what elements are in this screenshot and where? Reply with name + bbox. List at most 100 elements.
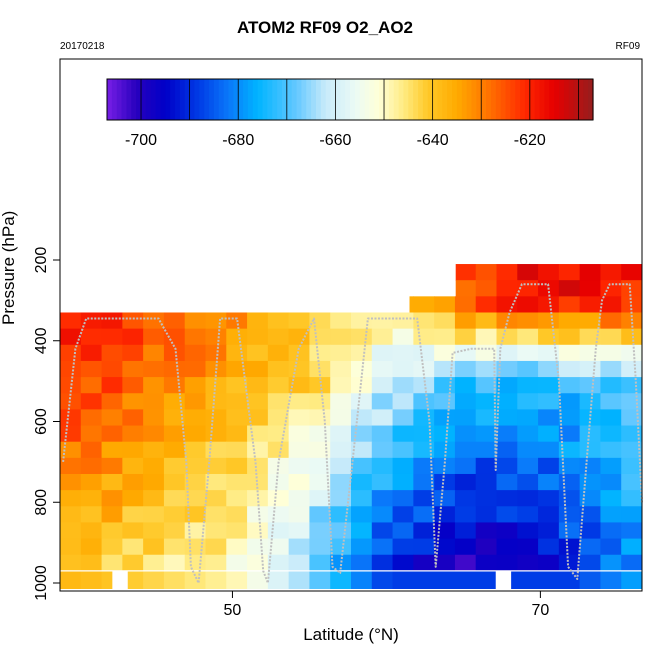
heatmap-cell <box>517 506 539 523</box>
heatmap-cell <box>143 538 165 556</box>
heatmap-cell <box>579 457 601 475</box>
heatmap-cell <box>101 554 123 572</box>
heatmap-cell <box>538 506 560 523</box>
surface-cell <box>413 570 435 589</box>
heatmap-cell <box>288 425 310 443</box>
heatmap-cell <box>517 312 539 330</box>
heatmap-cell <box>351 441 373 459</box>
heatmap-cell <box>558 473 581 491</box>
heatmap-cell <box>330 409 352 427</box>
heatmap-cell <box>538 522 560 540</box>
heatmap-cell <box>371 409 394 427</box>
heatmap-cell <box>558 312 581 330</box>
heatmap-cell <box>101 522 123 540</box>
heatmap-cell <box>475 393 497 410</box>
heatmap-cell <box>80 344 103 362</box>
heatmap-cell <box>247 393 269 410</box>
heatmap-cell <box>558 377 581 394</box>
heatmap-cell <box>184 506 206 523</box>
heatmap-cell <box>122 554 144 572</box>
heatmap-cell <box>184 554 206 572</box>
heatmap-cell <box>351 538 373 556</box>
heatmap-cell <box>247 328 269 346</box>
heatmap-cell <box>392 312 414 330</box>
surface-gap <box>112 570 128 589</box>
heatmap-cell <box>122 377 144 394</box>
heatmap-cell <box>330 328 352 346</box>
y-tick-label: 1000 <box>33 565 50 601</box>
heatmap-cell <box>579 312 601 330</box>
heatmap-cell <box>475 344 497 362</box>
colorbar-swatch <box>315 79 322 120</box>
heatmap-cell <box>60 328 82 346</box>
heatmap-cell <box>101 506 123 523</box>
colorbar-swatch <box>588 79 594 120</box>
y-tick-label: 800 <box>33 489 50 516</box>
heatmap-cell <box>143 522 165 540</box>
heatmap-cell <box>60 344 82 362</box>
heatmap-cell <box>392 473 414 491</box>
heatmap-cell <box>247 506 269 523</box>
heatmap-cell <box>413 473 435 491</box>
heatmap-cell <box>475 473 497 491</box>
heatmap-cell <box>454 490 477 507</box>
heatmap-cell <box>538 393 560 410</box>
surface-cell <box>60 570 82 589</box>
heatmap-cell <box>475 522 497 540</box>
heatmap-cell <box>80 506 103 523</box>
heatmap-cell <box>413 554 435 572</box>
heatmap-cell <box>226 409 248 427</box>
heatmap-cell <box>184 360 206 378</box>
colorbar-swatch <box>272 79 278 120</box>
heatmap-cell <box>122 490 144 507</box>
heatmap-cell <box>475 554 497 572</box>
colorbar-swatch <box>194 79 200 120</box>
heatmap-cell <box>184 393 206 410</box>
heatmap-cell <box>351 457 373 475</box>
heatmap-cell <box>60 457 82 475</box>
heatmap-cell <box>538 409 560 427</box>
colorbar-swatch <box>350 79 356 120</box>
heatmap-cell <box>205 344 227 362</box>
heatmap-cell <box>351 393 373 410</box>
heatmap-cell <box>330 457 352 475</box>
heatmap-cell <box>309 473 331 491</box>
heatmap-cell <box>413 296 435 313</box>
heatmap-cell <box>288 522 310 540</box>
heatmap-cell <box>496 425 518 443</box>
heatmap-cell <box>330 377 352 394</box>
heatmap-cell <box>247 522 269 540</box>
heatmap-cell <box>392 377 414 394</box>
heatmap-cell <box>205 506 227 523</box>
heatmap-cell <box>434 490 456 507</box>
heatmap-cell <box>247 377 269 394</box>
colorbar-swatch <box>354 79 361 120</box>
heatmap-cell <box>538 312 560 330</box>
colorbar-swatch <box>218 79 225 120</box>
heatmap-cell <box>184 441 206 459</box>
colorbar-swatch <box>500 79 507 120</box>
y-tick-label: 600 <box>33 408 50 435</box>
heatmap-cell <box>434 538 456 556</box>
heatmap-cell <box>409 296 414 313</box>
colorbar-swatch <box>209 79 215 120</box>
colorbar-tick-label: -680 <box>222 132 254 149</box>
heatmap-cell <box>579 473 601 491</box>
y-tick-label: 200 <box>33 247 50 274</box>
heatmap-cell <box>434 554 456 572</box>
heatmap-cell <box>579 264 601 281</box>
colorbar-swatch <box>345 79 351 120</box>
heatmap-cell <box>600 506 622 523</box>
colorbar-swatch <box>461 79 468 120</box>
heatmap-cell <box>371 360 394 378</box>
colorbar-swatch <box>223 79 230 120</box>
heatmap-cell <box>184 312 206 330</box>
heatmap-cell <box>122 360 144 378</box>
heatmap-cell <box>80 441 103 459</box>
heatmap-cell <box>413 344 435 362</box>
heatmap-cell <box>600 312 622 330</box>
surface-cell <box>475 570 497 589</box>
heatmap-cell <box>496 490 518 507</box>
heatmap-cell <box>496 554 518 572</box>
